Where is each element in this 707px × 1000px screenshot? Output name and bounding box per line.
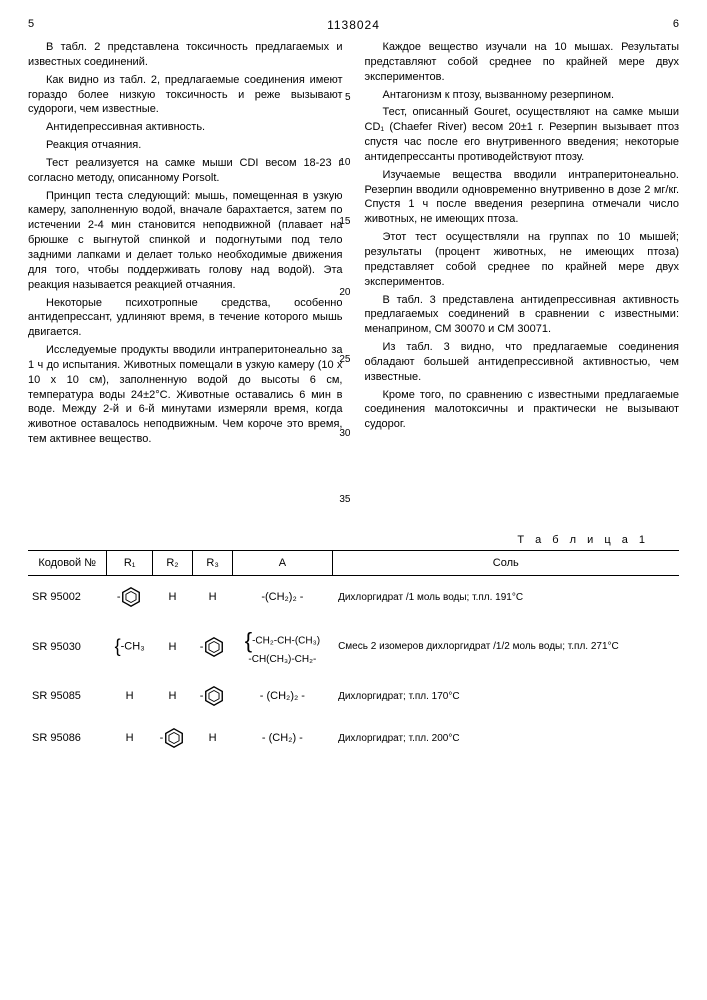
- cell-r2-1: H: [152, 618, 192, 675]
- th-a: A: [233, 551, 332, 576]
- cell-r2-2: H: [152, 675, 192, 717]
- table-row: SR 95002 - H H -(CH₂)₂ - Дихлоргидрат /1…: [28, 576, 679, 619]
- benzene-icon: [120, 586, 142, 608]
- cell-salt-2: Дихлоргидрат; т.пл. 170°С: [332, 675, 679, 717]
- line-mark-5: 5: [345, 92, 351, 103]
- right-column: Каждое вещество изучали на 10 мышах. Рез…: [365, 40, 680, 530]
- cell-r1-1-text: -CH₃: [121, 640, 145, 652]
- left-column: В табл. 2 представлена токсичность предл…: [28, 40, 343, 530]
- cell-r3-2: -: [193, 675, 233, 717]
- cell-r2-3: -: [152, 717, 192, 759]
- page-header: 5 1138024 6: [28, 18, 679, 32]
- benzene-icon: [203, 685, 225, 707]
- cell-a-2: - (CH₂)₂ -: [233, 675, 332, 717]
- para-l8: Исследуемые продукты вводили интраперито…: [28, 343, 343, 447]
- cell-salt-0: Дихлоргидрат /1 моль воды; т.пл. 191°С: [332, 576, 679, 619]
- cell-r1-3: H: [107, 717, 152, 759]
- para-l5: Тест реализуется на самке мыши CDI весом…: [28, 156, 343, 186]
- compounds-table: Кодовой № R₁ R₂ R₃ A Соль SR 95002 - H H…: [28, 550, 679, 759]
- para-r3: Тест, описанный Gouret, осуществляют на …: [365, 105, 680, 164]
- th-r1: R₁: [107, 551, 152, 576]
- text-columns: В табл. 2 представлена токсичность предл…: [28, 40, 679, 530]
- document-number: 1138024: [327, 18, 380, 32]
- table-row: SR 95086 H - H - (CH₂) - Дихлоргидрат; т…: [28, 717, 679, 759]
- para-l7: Некоторые психотропные средства, особенн…: [28, 296, 343, 341]
- cell-a-3: - (CH₂) -: [233, 717, 332, 759]
- cell-r3-1: -: [193, 618, 233, 675]
- cell-a-0: -(CH₂)₂ -: [233, 576, 332, 619]
- cell-r3-3: H: [193, 717, 233, 759]
- cell-code-1: SR 95030: [28, 618, 107, 675]
- para-l6: Принцип теста следующий: мышь, помещенна…: [28, 189, 343, 293]
- cell-a-1-text: -CH₂-CH-(CH₃) -CH(CH₃)-CH₂-: [248, 636, 320, 665]
- cell-code-3: SR 95086: [28, 717, 107, 759]
- th-r3: R₃: [193, 551, 233, 576]
- para-l2: Как видно из табл. 2, предлагаемые соеди…: [28, 73, 343, 118]
- para-l4: Реакция отчаяния.: [28, 138, 343, 153]
- para-r2: Антагонизм к птозу, вызванному резерпино…: [365, 88, 680, 103]
- cell-r1-0: -: [107, 576, 152, 619]
- line-mark-35: 35: [339, 494, 350, 505]
- para-r6: В табл. 3 представлена антидепрессивная …: [365, 293, 680, 338]
- page-number-left: 5: [28, 18, 34, 32]
- cell-r1-2: H: [107, 675, 152, 717]
- benzene-icon: [163, 727, 185, 749]
- para-l3: Антидепрессивная активность.: [28, 120, 343, 135]
- th-code: Кодовой №: [28, 551, 107, 576]
- cell-salt-1: Смесь 2 изомеров дихлоргидрат /1/2 моль …: [332, 618, 679, 675]
- para-r5: Этот тест осуществляли на группах по 10 …: [365, 230, 680, 289]
- table-body: SR 95002 - H H -(CH₂)₂ - Дихлоргидрат /1…: [28, 576, 679, 760]
- para-r7: Из табл. 3 видно, что предлагаемые соеди…: [365, 340, 680, 385]
- th-r2: R₂: [152, 551, 192, 576]
- benzene-icon: [203, 636, 225, 658]
- cell-a-1: {-CH₂-CH-(CH₃) -CH(CH₃)-CH₂-: [233, 618, 332, 675]
- table-header-row: Кодовой № R₁ R₂ R₃ A Соль: [28, 551, 679, 576]
- cell-salt-3: Дихлоргидрат; т.пл. 200°С: [332, 717, 679, 759]
- page-number-right: 6: [673, 18, 679, 32]
- table-row: SR 95030 {-CH₃ H - {-CH₂-CH-(CH₃) -CH(CH…: [28, 618, 679, 675]
- cell-r2-0: H: [152, 576, 192, 619]
- table-row: SR 95085 H H - - (CH₂)₂ - Дихлоргидрат; …: [28, 675, 679, 717]
- table-title: Т а б л и ц а 1: [28, 534, 649, 546]
- cell-code-0: SR 95002: [28, 576, 107, 619]
- cell-r3-0: H: [193, 576, 233, 619]
- cell-r1-1: {-CH₃: [107, 618, 152, 675]
- para-r4: Изучаемые вещества вводили интраперитоне…: [365, 168, 680, 227]
- para-r8: Кроме того, по сравнению с известными пр…: [365, 388, 680, 433]
- para-l1: В табл. 2 представлена токсичность предл…: [28, 40, 343, 70]
- th-salt: Соль: [332, 551, 679, 576]
- table-1-section: Т а б л и ц а 1 Кодовой № R₁ R₂ R₃ A Сол…: [28, 534, 679, 759]
- para-r1: Каждое вещество изучали на 10 мышах. Рез…: [365, 40, 680, 85]
- cell-code-2: SR 95085: [28, 675, 107, 717]
